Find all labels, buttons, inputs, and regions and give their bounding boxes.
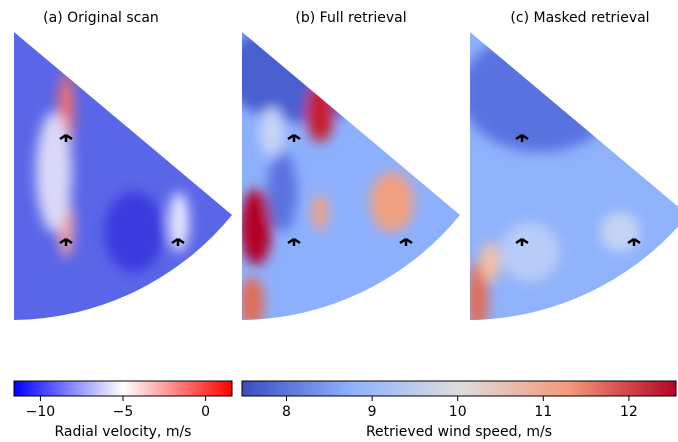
blob <box>242 277 264 320</box>
station-marker <box>627 237 641 246</box>
station-marker <box>515 133 529 142</box>
station-marker <box>287 133 301 142</box>
blob <box>370 172 414 232</box>
blob <box>312 194 328 230</box>
tick-label: 0 <box>201 404 210 420</box>
scan-image <box>242 32 460 320</box>
blobs <box>36 72 189 272</box>
colorbar <box>13 380 233 397</box>
blob <box>242 189 272 265</box>
colorbar-label: Radial velocity, m/s <box>55 424 192 440</box>
panel-title: (b) Full retrieval <box>295 10 406 26</box>
colorbar-label: Retrieved wind speed, m/s <box>366 424 552 440</box>
blob <box>104 192 164 272</box>
panel-title: (a) Original scan <box>43 10 159 26</box>
blob <box>242 32 382 122</box>
station-marker <box>171 237 185 246</box>
blob <box>500 222 560 282</box>
tick-label: −10 <box>26 404 56 420</box>
scan-panel <box>14 32 232 320</box>
panel-title: (c) Masked retrieval <box>510 10 649 26</box>
tick-label: −5 <box>113 404 134 420</box>
station-marker <box>287 237 301 246</box>
tick-label: 10 <box>449 404 467 420</box>
tick-label: 11 <box>534 404 552 420</box>
blob <box>169 192 189 252</box>
station-marker <box>399 237 413 246</box>
scan-panel <box>470 32 678 320</box>
tick-label: 8 <box>282 404 291 420</box>
station-marker <box>515 237 529 246</box>
scan-panel <box>242 32 460 320</box>
tick-label: 12 <box>620 404 638 420</box>
scan-image <box>470 32 678 320</box>
tick-label: 9 <box>368 404 377 420</box>
blob <box>306 82 334 142</box>
blob <box>470 262 488 320</box>
blob <box>267 152 297 232</box>
blob <box>480 242 500 282</box>
blob <box>470 32 620 152</box>
scan-image <box>14 32 232 320</box>
station-marker <box>59 237 73 246</box>
blob <box>36 112 72 232</box>
panels <box>14 32 678 320</box>
colorbar <box>241 380 677 397</box>
blob <box>260 107 284 157</box>
colorbars: −10 −5 0 Radial velocity, m/s 8 9 10 11 12 Retrie… <box>13 380 677 440</box>
station-marker <box>59 133 73 142</box>
